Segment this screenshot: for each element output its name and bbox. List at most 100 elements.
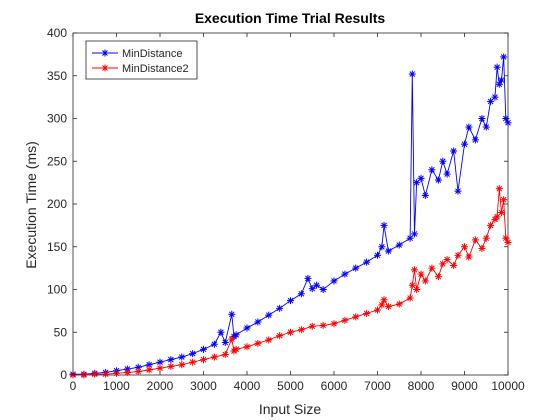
data-point-series-1 [482,123,490,131]
data-point-series-2 [410,266,418,274]
y-tick-label: 300 [47,112,67,126]
data-point-series-2 [330,320,338,328]
data-point-series-2 [265,336,273,344]
data-point-series-2 [487,221,495,229]
data-point-series-2 [471,236,479,244]
data-point-series-2 [406,294,414,302]
data-point-series-2 [254,339,262,347]
data-point-series-2 [465,253,473,261]
x-tick-label: 3000 [190,379,217,393]
data-point-series-1 [232,331,240,339]
data-point-series-2 [500,196,508,204]
legend-box [85,40,198,80]
data-point-series-2 [80,371,88,379]
data-point-series-2 [352,313,360,321]
data-point-series-1 [408,70,416,78]
data-point-series-1 [297,290,305,298]
data-point-series-2 [443,256,451,264]
axes-box [72,32,509,376]
data-point-series-1 [491,93,499,101]
data-point-series-1 [500,53,508,61]
data-point-series-2 [421,277,429,285]
data-point-series-2 [434,273,442,281]
data-point-series-1 [421,191,429,199]
data-point-series-1 [487,97,495,105]
data-point-series-1 [413,179,421,187]
data-point-series-2 [395,300,403,308]
data-point-series-2 [413,286,421,293]
data-point-series-1 [178,353,186,361]
data-point-series-1 [134,363,142,371]
data-point-series-1 [450,147,458,155]
x-tick-label: 0 [70,379,77,393]
data-point-series-2 [308,322,316,330]
y-tick-label: 350 [47,69,67,83]
data-point-series-1 [330,277,338,285]
data-point-series-2 [363,309,371,317]
data-point-series-1 [497,76,505,84]
x-tick-label: 4000 [234,379,261,393]
data-point-series-2 [200,356,207,364]
data-point-series-1 [221,339,229,347]
legend: MinDistance MinDistance2 [85,40,198,80]
data-point-series-1 [439,157,447,165]
data-point-series-2 [91,370,99,378]
x-tick-label: 2000 [147,379,174,393]
data-point-series-1 [504,119,512,127]
data-point-series-1 [495,80,503,88]
x-tick-label: 10000 [491,379,525,393]
x-tick-label: 6000 [321,379,348,393]
legend-marker-1 [101,49,109,57]
data-point-series-1 [167,356,175,364]
data-point-series-1 [454,187,462,195]
data-point-series-2 [178,361,186,369]
data-point-series-2 [232,345,240,353]
plot-area: 0 1000 2000 3000 4000 5000 6000 7000 8000 9000 100… [47,26,525,393]
series-layer [69,53,512,379]
data-point-series-2 [228,335,236,343]
data-point-series-2 [439,260,447,268]
data-point-series-1 [471,136,479,144]
y-tick-label: 150 [47,240,67,254]
data-point-series-2 [167,362,175,370]
data-point-series-2 [341,316,349,324]
legend-label-2: MinDistance2 [122,63,189,75]
data-point-series-1 [308,285,316,293]
data-point-series-2 [276,332,284,340]
data-point-series-2 [408,281,416,289]
data-point-series-2 [495,185,503,193]
data-point-series-1 [156,358,164,366]
data-point-series-1 [145,361,153,369]
x-tick-label: 8000 [408,379,435,393]
y-tick-label: 200 [47,197,67,211]
data-point-series-2 [504,238,512,246]
x-tick-label: 7000 [364,379,391,393]
data-point-series-2 [319,321,327,329]
data-point-series-1 [461,140,468,148]
data-point-series-1 [313,281,321,289]
y-tick-label: 50 [54,325,68,339]
data-point-series-2 [493,213,501,221]
data-point-series-2 [384,303,392,311]
data-point-series-1 [287,297,294,305]
data-point-series-2 [297,326,305,334]
data-point-series-2 [417,270,425,278]
data-point-series-2 [102,370,110,378]
data-point-series-1 [493,63,501,71]
data-point-series-2 [156,364,164,372]
data-point-series-2 [497,209,505,217]
data-point-series-1 [434,176,442,184]
data-point-series-1 [380,221,388,229]
y-tick-label: 250 [47,154,67,168]
legend-label-1: MinDistance [122,48,183,60]
data-point-series-2 [123,368,131,376]
data-point-series-2 [380,296,388,304]
ticks-layer: 0 1000 2000 3000 4000 5000 6000 7000 8000 9000 100… [47,26,525,393]
x-tick-label: 1000 [103,379,130,393]
data-point-series-1 [304,274,312,282]
data-point-series-1 [417,174,425,182]
data-point-series-1 [200,345,207,353]
data-point-series-1 [428,166,436,174]
data-point-series-1 [443,170,451,178]
